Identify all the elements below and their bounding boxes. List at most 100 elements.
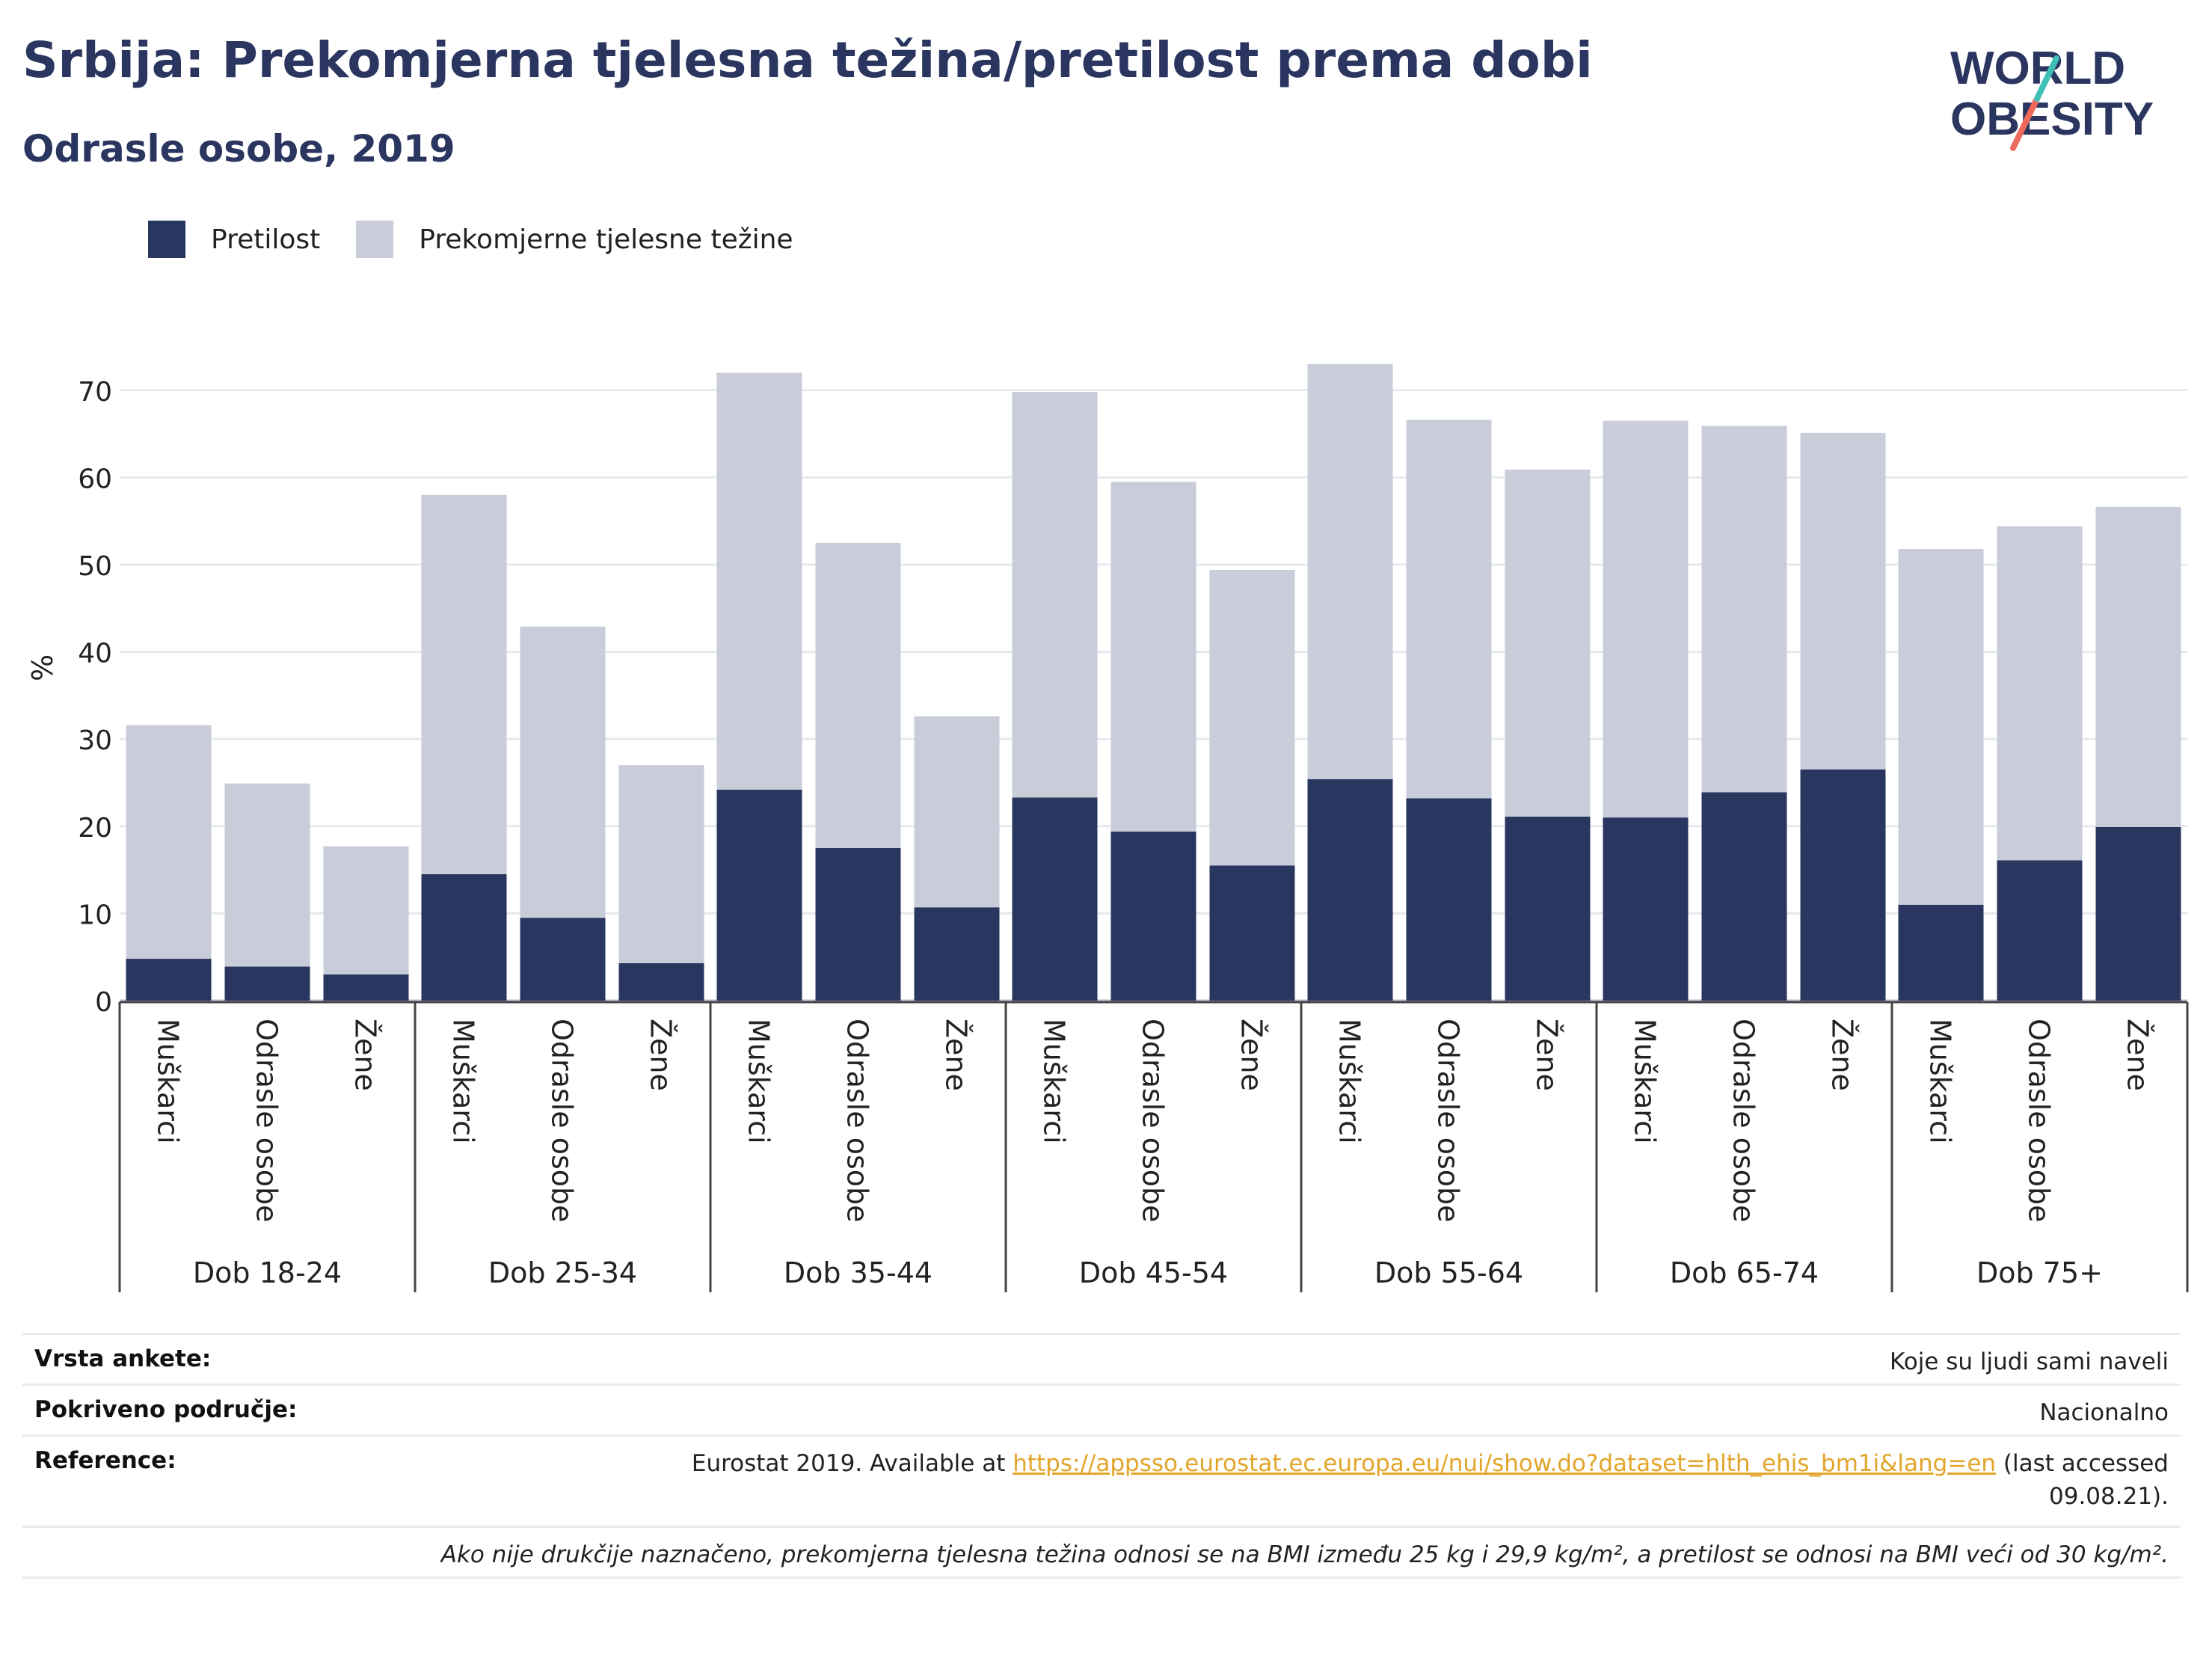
definition-note: Ako nije drukčije naznačeno, prekomjerna… bbox=[440, 1541, 2169, 1568]
bar-overweight-0-0 bbox=[126, 725, 212, 959]
bar-obesity-2-1 bbox=[815, 847, 901, 1001]
y-tick-label-50: 50 bbox=[78, 551, 112, 582]
info-table: Vrsta ankete: Koje su ljudi sami naveli … bbox=[22, 1333, 2181, 1579]
x-sub-label-2-1: Odrasle osobe bbox=[841, 1019, 874, 1223]
legend-label-overweight: Prekomjerne tjelesne težine bbox=[419, 224, 793, 255]
bar-overweight-5-0 bbox=[1603, 420, 1689, 818]
x-sub-label-5-0: Muškarci bbox=[1629, 1019, 1662, 1144]
bar-chart: 0 10 20 30 40 50 60 70% Muškarci Odrasle osobe Žen… bbox=[26, 363, 2189, 1292]
bar-overweight-0-2 bbox=[323, 846, 409, 975]
x-sub-label-6-2: Žene bbox=[2122, 1019, 2154, 1091]
reference-label: Reference: bbox=[34, 1447, 176, 1474]
bar-obesity-0-1 bbox=[224, 966, 310, 1001]
x-sub-label-4-1: Odrasle osobe bbox=[1432, 1019, 1465, 1223]
info-row-reference: Reference: Eurostat 2019. Available at h… bbox=[22, 1434, 2181, 1526]
bar-obesity-1-2 bbox=[618, 962, 704, 1001]
bar-overweight-5-1 bbox=[1701, 426, 1787, 793]
x-sub-label-1-2: Žene bbox=[645, 1019, 678, 1091]
x-sub-label-3-2: Žene bbox=[1235, 1019, 1268, 1091]
bar-overweight-4-2 bbox=[1505, 469, 1591, 817]
logo-line2: OBESITY bbox=[1950, 93, 2154, 145]
x-group-label-6: Dob 75+ bbox=[1976, 1256, 2103, 1289]
y-tick-label-0: 0 bbox=[95, 987, 112, 1018]
bar-obesity-3-0 bbox=[1012, 797, 1098, 1001]
y-tick-label-30: 30 bbox=[78, 725, 112, 756]
bar-overweight-5-2 bbox=[1800, 432, 1886, 770]
x-sub-label-6-0: Muškarci bbox=[1924, 1019, 1957, 1144]
x-sub-label-3-0: Muškarci bbox=[1038, 1019, 1071, 1144]
x-sub-label-0-1: Odrasle osobe bbox=[251, 1019, 283, 1223]
bar-obesity-5-0 bbox=[1603, 817, 1689, 1001]
bar-overweight-1-0 bbox=[421, 494, 507, 874]
bar-obesity-6-2 bbox=[2095, 826, 2181, 1001]
bar-overweight-6-0 bbox=[1898, 549, 1984, 905]
bar-overweight-3-1 bbox=[1110, 482, 1196, 832]
x-sub-label-0-0: Muškarci bbox=[152, 1019, 185, 1144]
bar-obesity-2-2 bbox=[914, 907, 1000, 1001]
survey-label: Vrsta ankete: bbox=[34, 1345, 212, 1372]
bar-overweight-3-2 bbox=[1209, 569, 1295, 866]
coverage-label: Pokriveno područje: bbox=[34, 1396, 298, 1423]
logo-line1: WORLD bbox=[1950, 43, 2125, 94]
reference-date: 09.08.21). bbox=[2049, 1483, 2169, 1510]
coverage-value: Nacionalno bbox=[2039, 1399, 2169, 1426]
x-sub-label-2-0: Muškarci bbox=[743, 1019, 775, 1144]
bar-overweight-4-1 bbox=[1406, 420, 1492, 799]
legend-swatch-overweight bbox=[356, 221, 394, 258]
bar-obesity-4-0 bbox=[1307, 779, 1393, 1001]
info-row-note: Ako nije drukčije naznačeno, prekomjerna… bbox=[22, 1526, 2181, 1576]
x-sub-label-6-1: Odrasle osobe bbox=[2023, 1019, 2056, 1223]
y-tick-label-10: 10 bbox=[78, 900, 112, 930]
bar-overweight-2-2 bbox=[914, 716, 1000, 908]
bar-obesity-6-0 bbox=[1898, 904, 1984, 1001]
x-group-label-0: Dob 18-24 bbox=[193, 1256, 342, 1289]
bar-obesity-3-1 bbox=[1110, 831, 1196, 1001]
x-sub-label-1-1: Odrasle osobe bbox=[546, 1019, 579, 1223]
bar-obesity-0-2 bbox=[323, 974, 409, 1001]
reference-value: Eurostat 2019. Available at https://apps… bbox=[692, 1447, 2169, 1526]
table-bottom-line bbox=[22, 1576, 2181, 1579]
chart-title: Srbija: Prekomjerna tjelesna težina/pret… bbox=[22, 31, 1593, 89]
bar-overweight-2-1 bbox=[815, 542, 901, 848]
y-tick-label-40: 40 bbox=[78, 639, 112, 669]
y-tick-label-70: 70 bbox=[78, 377, 112, 408]
chart-legend: Pretilost Prekomjerne tjelesne težine bbox=[148, 221, 829, 258]
bar-obesity-1-1 bbox=[520, 918, 606, 1001]
x-sub-label-5-2: Žene bbox=[1826, 1019, 1859, 1091]
y-tick-label-20: 20 bbox=[78, 813, 112, 844]
bar-obesity-4-2 bbox=[1505, 816, 1591, 1001]
x-sub-label-0-2: Žene bbox=[349, 1019, 382, 1091]
x-sub-label-3-1: Odrasle osobe bbox=[1137, 1019, 1170, 1223]
bar-overweight-3-0 bbox=[1012, 392, 1098, 798]
bar-overweight-1-1 bbox=[520, 626, 606, 918]
reference-prefix: Eurostat 2019. Available at bbox=[691, 1450, 1013, 1477]
bar-overweight-4-0 bbox=[1307, 363, 1393, 779]
bar-obesity-5-2 bbox=[1800, 770, 1886, 1001]
x-group-label-3: Dob 45-54 bbox=[1079, 1256, 1228, 1289]
y-axis-label: % bbox=[26, 654, 59, 681]
x-group-label-2: Dob 35-44 bbox=[784, 1256, 933, 1289]
x-sub-label-4-2: Žene bbox=[1531, 1019, 1564, 1091]
survey-value: Koje su ljudi sami naveli bbox=[1889, 1348, 2169, 1375]
bar-overweight-2-0 bbox=[716, 372, 802, 790]
bar-obesity-0-0 bbox=[126, 959, 212, 1001]
info-row-survey: Vrsta ankete: Koje su ljudi sami naveli bbox=[22, 1333, 2181, 1384]
x-group-label-4: Dob 55-64 bbox=[1374, 1256, 1523, 1289]
y-tick-label-60: 60 bbox=[78, 464, 112, 494]
bar-overweight-0-1 bbox=[224, 783, 310, 967]
x-group-label-1: Dob 25-34 bbox=[488, 1256, 637, 1289]
bar-overweight-1-2 bbox=[618, 765, 704, 963]
legend-swatch-obesity bbox=[148, 221, 185, 258]
bar-obesity-3-2 bbox=[1209, 865, 1295, 1001]
x-sub-label-2-2: Žene bbox=[940, 1019, 973, 1091]
bar-obesity-6-1 bbox=[1997, 860, 2083, 1001]
info-row-coverage: Pokriveno područje: Nacionalno bbox=[22, 1384, 2181, 1434]
x-group-label-5: Dob 65-74 bbox=[1670, 1256, 1819, 1289]
bar-obesity-2-0 bbox=[716, 789, 802, 1001]
x-sub-label-1-0: Muškarci bbox=[447, 1019, 480, 1144]
reference-link[interactable]: https://appsso.eurostat.ec.europa.eu/nui… bbox=[1013, 1450, 1997, 1477]
bar-overweight-6-2 bbox=[2095, 507, 2181, 827]
bar-overweight-6-1 bbox=[1997, 526, 2083, 861]
bar-obesity-5-1 bbox=[1701, 792, 1787, 1001]
chart-subtitle: Odrasle osobe, 2019 bbox=[22, 127, 455, 171]
